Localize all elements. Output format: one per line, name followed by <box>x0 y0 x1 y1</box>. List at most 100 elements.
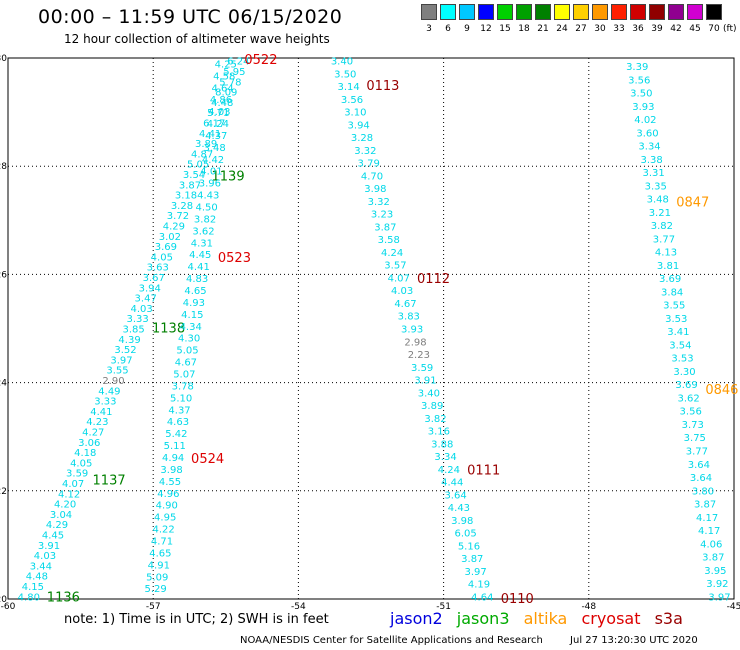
wave-height-value: 4.25 <box>215 59 237 70</box>
scale-label: 27 <box>575 24 587 34</box>
pass-time-label: 0113 <box>366 79 399 94</box>
wave-height-value: 3.93 <box>632 102 654 113</box>
y-tick-label: 30 <box>0 54 7 64</box>
pass-time-label: 1136 <box>47 590 80 605</box>
wave-height-value: 3.82 <box>424 414 446 425</box>
scale-label: 33 <box>613 24 625 34</box>
wave-height-value: 3.56 <box>341 95 363 106</box>
scale-swatch <box>459 4 475 20</box>
scale-swatch <box>478 4 494 20</box>
wave-height-value: 4.80 <box>18 592 40 603</box>
satellite-legend: jason2 jason3 altika cryosat s3a <box>390 609 692 628</box>
wave-height-value: 3.85 <box>122 325 144 336</box>
wave-height-value: 3.53 <box>671 354 693 365</box>
scale-label: 15 <box>499 24 511 34</box>
x-tick-label: -45 <box>727 602 740 610</box>
wave-height-value: 3.64 <box>444 490 466 501</box>
wave-height-value: 4.01 <box>200 167 222 178</box>
wave-height-value: 5.05 <box>176 346 198 357</box>
wave-height-value: 4.34 <box>180 322 202 333</box>
scale-label: 39 <box>651 24 663 34</box>
wave-height-value: 4.44 <box>441 478 463 489</box>
wave-height-value: 3.95 <box>704 566 726 577</box>
wave-height-value: 3.94 <box>139 283 161 294</box>
wave-height-value: 3.78 <box>172 381 194 392</box>
wave-height-value: 3.40 <box>418 388 440 399</box>
wave-height-value: 3.44 <box>30 561 52 572</box>
wave-height-value: 4.29 <box>163 222 185 233</box>
wave-height-value: 3.52 <box>114 345 136 356</box>
wave-height-value: 3.77 <box>653 234 675 245</box>
wave-height-value: 4.07 <box>388 273 410 284</box>
scale-label: 36 <box>632 24 644 34</box>
x-tick-label: -60 <box>1 602 16 610</box>
wave-height-value: 3.98 <box>364 184 386 195</box>
wave-height-value: 3.57 <box>384 261 406 272</box>
scale-label: 42 <box>670 24 682 34</box>
wave-height-value: 3.98 <box>160 465 182 476</box>
wave-height-value: 4.30 <box>178 334 200 345</box>
wave-height-value: 4.45 <box>189 250 211 261</box>
scale-label: 9 <box>464 24 470 34</box>
wave-height-value: 3.14 <box>338 82 360 93</box>
wave-height-value: 4.86 <box>210 95 232 106</box>
wave-height-value: 4.03 <box>34 551 56 562</box>
wave-height-value: 5.11 <box>164 441 186 452</box>
wave-height-value: 4.50 <box>196 203 218 214</box>
scale-swatch <box>535 4 551 20</box>
page-title: 00:00 – 11:59 UTC 06/15/2020 <box>38 6 343 28</box>
wave-height-value: 3.91 <box>414 376 436 387</box>
chart-subtitle: 12 hour collection of altimeter wave hei… <box>64 32 330 46</box>
scale-swatch <box>706 4 722 20</box>
scale-swatch <box>440 4 456 20</box>
wave-height-value: 4.03 <box>391 286 413 297</box>
wave-height-value: 4.15 <box>181 310 203 321</box>
wave-height-value: 3.48 <box>647 195 669 206</box>
wave-height-value: 3.89 <box>421 401 443 412</box>
wave-height-value: 5.05 <box>187 160 209 171</box>
wave-height-value: 4.05 <box>70 458 92 469</box>
y-tick-label: 28 <box>0 162 7 172</box>
scale-swatch <box>497 4 513 20</box>
wave-height-value: 3.62 <box>192 226 214 237</box>
wave-height-value: 3.50 <box>630 89 652 100</box>
wave-height-value: 3.47 <box>135 294 157 305</box>
wave-height-value: 3.75 <box>684 433 706 444</box>
wave-height-value: 4.45 <box>42 530 64 541</box>
wave-height-value: 3.97 <box>110 355 132 366</box>
pass-time-label: 0846 <box>705 383 738 398</box>
wave-height-value: 4.17 <box>696 513 718 524</box>
wave-height-value: 3.02 <box>159 232 181 243</box>
wave-height-value: 3.56 <box>680 407 702 418</box>
credit-text: NOAA/NESDIS Center for Satellite Applica… <box>240 635 543 646</box>
x-tick-label: -57 <box>146 602 161 610</box>
wave-height-value: 3.06 <box>78 438 100 449</box>
wave-height-value: 3.63 <box>147 263 169 274</box>
legend-altika: altika <box>523 609 568 628</box>
wave-height-value: 3.92 <box>706 579 728 590</box>
wave-height-value: 4.71 <box>151 536 173 547</box>
wave-height-value: 3.83 <box>398 312 420 323</box>
pass-time-label: 0111 <box>467 464 500 479</box>
wave-height-value: 3.18 <box>175 191 197 202</box>
wave-height-value: 6.24 <box>227 57 249 68</box>
pass-time-label: 0523 <box>218 251 251 266</box>
plot-frame <box>7 57 735 600</box>
pass-time-label: 0112 <box>417 272 450 287</box>
wave-height-value: 3.34 <box>434 452 456 463</box>
wave-height-value: 3.35 <box>645 181 667 192</box>
scale-swatch <box>611 4 627 20</box>
wave-height-value: 3.34 <box>638 142 660 153</box>
wave-height-value: 3.54 <box>669 340 691 351</box>
wave-height-value: 4.20 <box>54 500 76 511</box>
wave-height-value: 3.77 <box>686 446 708 457</box>
wave-height-value: 5.78 <box>219 77 241 88</box>
wave-height-value: 4.65 <box>184 286 206 297</box>
wave-height-value: 3.04 <box>50 510 72 521</box>
wave-height-value: 2.90 <box>102 376 124 387</box>
scale-label: 45 <box>689 24 701 34</box>
wave-height-value: 5.95 <box>223 67 245 78</box>
wave-height-value: 3.32 <box>368 197 390 208</box>
y-tick-label: 20 <box>0 595 7 605</box>
wave-height-value: 3.54 <box>183 170 205 181</box>
